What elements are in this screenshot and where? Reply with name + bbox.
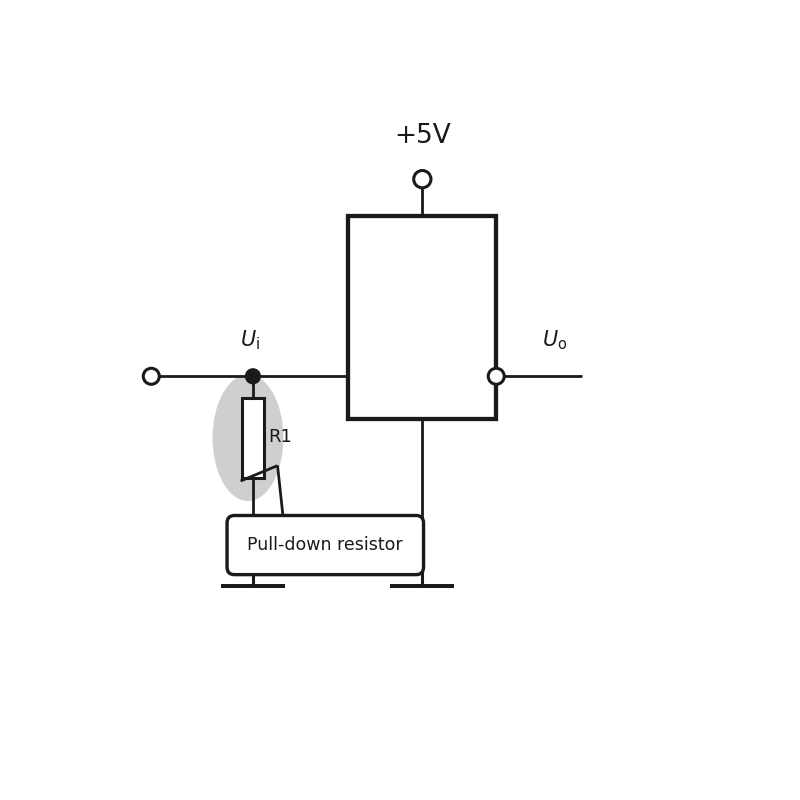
Text: $U_{\rm o}$: $U_{\rm o}$ <box>542 329 567 352</box>
Circle shape <box>414 170 431 188</box>
Circle shape <box>488 368 504 384</box>
Text: +5V: +5V <box>394 123 450 149</box>
Circle shape <box>143 368 159 384</box>
Bar <box>349 216 496 419</box>
Text: R1: R1 <box>268 428 292 446</box>
Bar <box>242 398 264 478</box>
Text: $U_{\rm i}$: $U_{\rm i}$ <box>240 329 260 352</box>
Circle shape <box>246 369 260 384</box>
Ellipse shape <box>213 374 283 501</box>
FancyBboxPatch shape <box>227 515 423 574</box>
Text: Pull-down resistor: Pull-down resistor <box>247 536 403 554</box>
